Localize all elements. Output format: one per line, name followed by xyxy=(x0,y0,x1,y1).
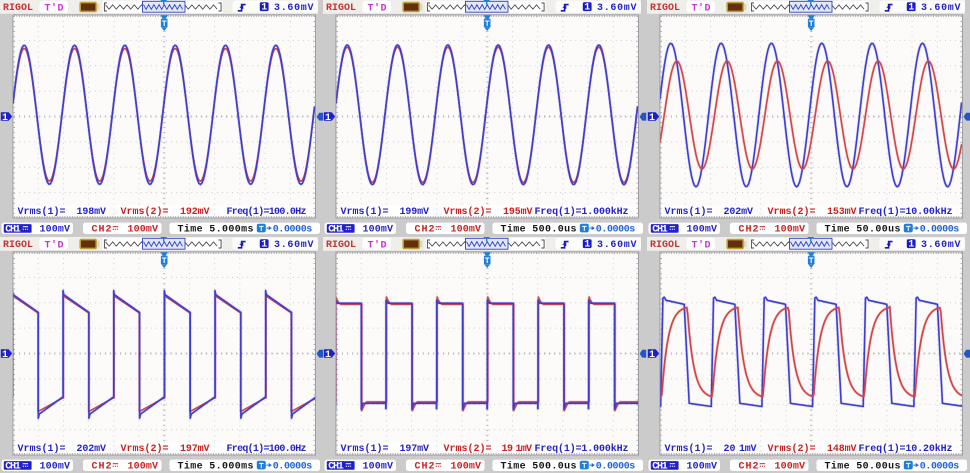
svg-text:CH2: CH2 xyxy=(415,460,435,471)
svg-text:197mV: 197mV xyxy=(180,442,209,453)
svg-text:Vrms(2)=: Vrms(2)= xyxy=(767,206,815,217)
svg-text:1: 1 xyxy=(325,112,331,123)
svg-text:1: 1 xyxy=(908,2,914,13)
svg-text:T'D: T'D xyxy=(44,2,63,13)
svg-text:CH1: CH1 xyxy=(652,223,667,234)
svg-text:CH1: CH1 xyxy=(5,223,20,234)
svg-text:0.0000s: 0.0000s xyxy=(596,223,635,234)
svg-text:19: 19 xyxy=(502,442,513,453)
svg-text:T'D: T'D xyxy=(368,239,387,250)
svg-text:CH2: CH2 xyxy=(738,460,758,471)
svg-text:Vrms(1)=: Vrms(1)= xyxy=(664,442,712,453)
svg-text:1: 1 xyxy=(261,2,267,13)
svg-text:100mV: 100mV xyxy=(774,460,804,471)
svg-text:100mV: 100mV xyxy=(774,223,804,234)
svg-text:Vrms(2)=: Vrms(2)= xyxy=(444,442,492,453)
svg-text:Time 50.00us: Time 50.00us xyxy=(824,460,900,471)
svg-text:1: 1 xyxy=(908,238,914,249)
svg-text:RIGOL: RIGOL xyxy=(650,2,680,13)
svg-text:148mV: 148mV xyxy=(827,442,856,453)
svg-text:3.60mV: 3.60mV xyxy=(274,2,313,13)
svg-text:100mV: 100mV xyxy=(363,223,393,234)
svg-text:100mV: 100mV xyxy=(686,223,716,234)
svg-text:197mV: 197mV xyxy=(400,442,429,453)
svg-text:195mV: 195mV xyxy=(503,206,532,217)
svg-text:Vrms(2)=: Vrms(2)= xyxy=(444,206,492,217)
svg-text:CH1: CH1 xyxy=(329,460,344,471)
svg-text:1: 1 xyxy=(2,348,8,359)
svg-text:Time 500.0us: Time 500.0us xyxy=(501,460,577,471)
svg-text:3.60mV: 3.60mV xyxy=(597,2,636,13)
svg-text:100mV: 100mV xyxy=(686,460,716,471)
svg-text:1: 1 xyxy=(649,112,655,123)
svg-text:Vrms(1)=: Vrms(1)= xyxy=(17,442,65,453)
svg-text:100mV: 100mV xyxy=(363,460,393,471)
svg-text:CH2: CH2 xyxy=(91,460,111,471)
svg-text:Freq(1)=10.00kHz: Freq(1)=10.00kHz xyxy=(858,206,952,217)
svg-text:3.60mV: 3.60mV xyxy=(597,239,636,250)
svg-text:T'D: T'D xyxy=(368,2,387,13)
svg-text:100mV: 100mV xyxy=(451,460,481,471)
svg-text:1: 1 xyxy=(261,238,267,249)
svg-text:CH1: CH1 xyxy=(5,460,20,471)
svg-text:0.0000s: 0.0000s xyxy=(919,460,958,471)
svg-text:192mV: 192mV xyxy=(180,206,209,217)
svg-text:100mV: 100mV xyxy=(39,460,69,471)
svg-text:198mV: 198mV xyxy=(76,206,105,217)
svg-text:100mV: 100mV xyxy=(127,223,157,234)
svg-text:1: 1 xyxy=(325,348,331,359)
svg-text:CH2: CH2 xyxy=(738,223,758,234)
svg-text:Freq(1)=1.000kHz: Freq(1)=1.000kHz xyxy=(535,206,629,217)
svg-text:RIGOL: RIGOL xyxy=(3,2,33,13)
svg-text:Time 5.000ms: Time 5.000ms xyxy=(177,460,253,471)
svg-text:1: 1 xyxy=(2,112,8,123)
svg-text:Vrms(1)=: Vrms(1)= xyxy=(17,206,65,217)
svg-text:1mV: 1mV xyxy=(739,442,756,453)
svg-text:Vrms(2)=: Vrms(2)= xyxy=(120,206,168,217)
svg-text:CH2: CH2 xyxy=(415,223,435,234)
svg-text:Freq(1)=10.20kHz: Freq(1)=10.20kHz xyxy=(858,442,952,453)
svg-text:Freq(1)=100.0Hz: Freq(1)=100.0Hz xyxy=(226,206,306,217)
svg-text:0.0000s: 0.0000s xyxy=(596,460,635,471)
svg-text:199mV: 199mV xyxy=(400,206,429,217)
svg-text:100mV: 100mV xyxy=(127,460,157,471)
svg-text:1: 1 xyxy=(585,2,591,13)
svg-text:RIGOL: RIGOL xyxy=(3,239,33,250)
svg-text:Freq(1)=100.0Hz: Freq(1)=100.0Hz xyxy=(226,442,306,453)
svg-text:RIGOL: RIGOL xyxy=(326,2,356,13)
svg-text:Vrms(1)=: Vrms(1)= xyxy=(341,206,389,217)
svg-text:100mV: 100mV xyxy=(39,223,69,234)
svg-text:Time 500.0us: Time 500.0us xyxy=(501,223,577,234)
svg-text:CH1: CH1 xyxy=(329,223,344,234)
svg-text:Vrms(2)=: Vrms(2)= xyxy=(120,442,168,453)
svg-text:1mV: 1mV xyxy=(516,442,532,453)
svg-text:153mV: 153mV xyxy=(827,206,856,217)
svg-text:20: 20 xyxy=(723,442,735,453)
svg-text:Time 50.00us: Time 50.00us xyxy=(824,223,900,234)
svg-text:Freq(1)=1.000kHz: Freq(1)=1.000kHz xyxy=(535,442,629,453)
svg-text:RIGOL: RIGOL xyxy=(326,239,356,250)
svg-text:100mV: 100mV xyxy=(451,223,481,234)
svg-text:202mV: 202mV xyxy=(76,442,105,453)
svg-text:0.0000s: 0.0000s xyxy=(273,460,312,471)
svg-text:1: 1 xyxy=(649,348,655,359)
svg-text:0.0000s: 0.0000s xyxy=(273,223,312,234)
svg-text:Time 5.000ms: Time 5.000ms xyxy=(177,223,253,234)
svg-text:3.60mV: 3.60mV xyxy=(921,239,960,250)
svg-text:1: 1 xyxy=(585,238,591,249)
svg-text:T'D: T'D xyxy=(44,239,63,250)
svg-text:3.60mV: 3.60mV xyxy=(274,239,313,250)
svg-text:Vrms(1)=: Vrms(1)= xyxy=(341,442,389,453)
svg-text:Vrms(2)=: Vrms(2)= xyxy=(767,442,815,453)
svg-text:202mV: 202mV xyxy=(723,206,752,217)
svg-text:RIGOL: RIGOL xyxy=(650,239,680,250)
svg-text:CH1: CH1 xyxy=(652,460,667,471)
svg-text:3.60mV: 3.60mV xyxy=(921,2,960,13)
svg-text:T'D: T'D xyxy=(691,239,710,250)
svg-text:CH2: CH2 xyxy=(91,223,111,234)
svg-text:Vrms(1)=: Vrms(1)= xyxy=(664,206,712,217)
svg-text:T'D: T'D xyxy=(691,2,710,13)
svg-text:0.0000s: 0.0000s xyxy=(919,223,958,234)
